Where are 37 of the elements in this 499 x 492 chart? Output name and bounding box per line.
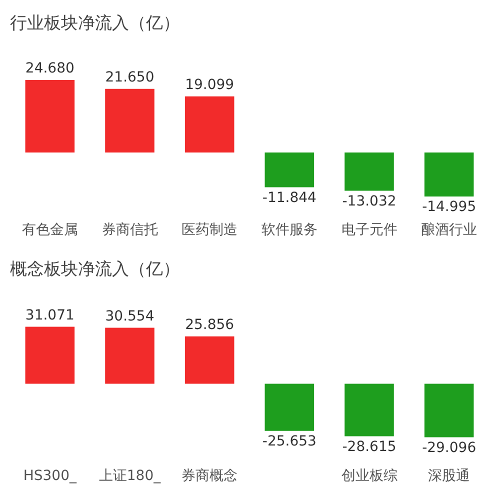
bar	[264, 152, 314, 188]
chart-title: 行业板块净流入（亿）	[10, 14, 180, 34]
bar	[424, 384, 474, 438]
data-label: -13.032	[342, 193, 396, 210]
bar	[184, 336, 234, 384]
x-tick-label: 券商概念	[182, 468, 238, 484]
data-label: 21.650	[105, 70, 154, 86]
x-tick-label: HS300_	[23, 468, 78, 484]
data-label: -25.653	[262, 434, 316, 450]
bar	[25, 326, 75, 384]
data-label: -28.615	[342, 438, 396, 455]
bar	[184, 96, 234, 152]
data-label: 31.071	[25, 307, 74, 324]
data-label: 19.099	[185, 77, 234, 94]
data-label: -29.096	[422, 440, 476, 456]
x-tick-label: 深股通	[428, 468, 470, 484]
data-label: -11.844	[262, 190, 317, 206]
bar	[25, 80, 75, 152]
x-tick-label: 电子元件	[341, 222, 398, 238]
bar	[424, 152, 474, 197]
bar	[344, 152, 394, 191]
x-tick-label: 酿酒行业	[421, 222, 478, 238]
bar	[264, 384, 314, 431]
data-label: 25.856	[185, 316, 234, 333]
bar	[105, 328, 154, 384]
x-tick-label: 软件服务	[261, 222, 318, 238]
data-label: 24.680	[25, 60, 74, 77]
bar	[344, 384, 394, 436]
chart-title: 概念板块净流入（亿）	[10, 260, 180, 280]
x-tick-label: 上证180_	[98, 468, 162, 484]
x-tick-label: 创业板综	[341, 468, 398, 484]
x-tick-label: 医药制造	[182, 222, 238, 238]
data-label: -14.995	[422, 199, 476, 216]
x-tick-label: 券商信托	[102, 222, 158, 238]
data-label: 30.554	[105, 308, 154, 324]
bar	[105, 88, 154, 152]
x-tick-label: 有色金属	[22, 222, 78, 238]
